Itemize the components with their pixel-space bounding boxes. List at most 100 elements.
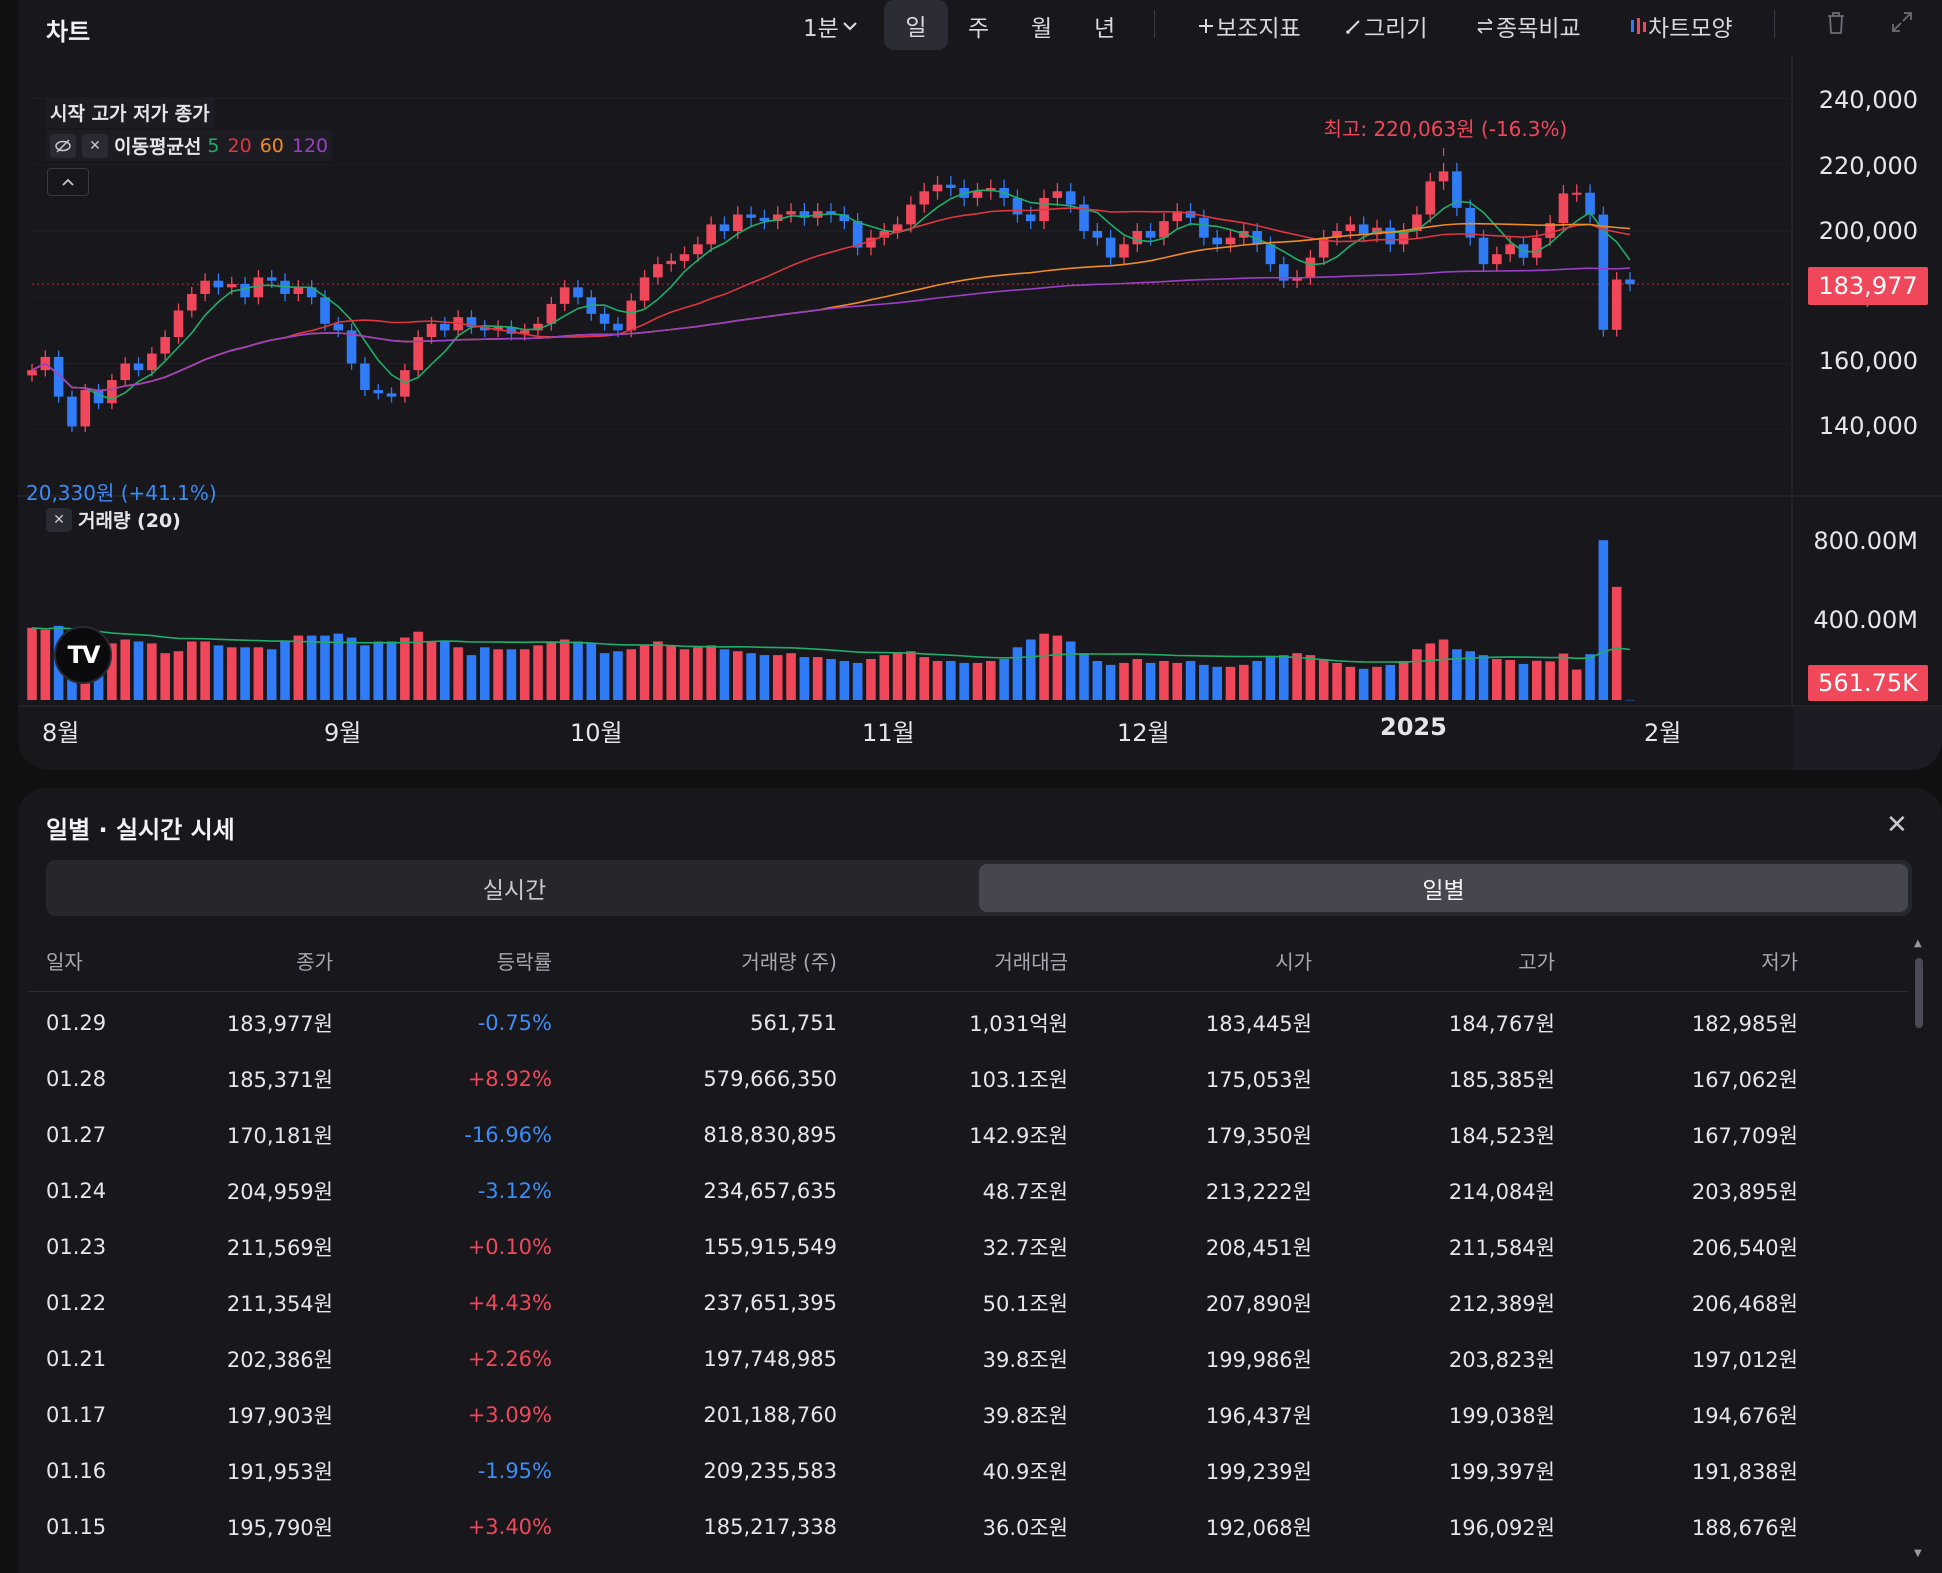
axis-corner	[1793, 707, 1942, 770]
ma-legend-label: 이동평균선	[114, 136, 202, 158]
tab-daily[interactable]: 일별	[979, 864, 1908, 912]
chart-shape-button[interactable]: 차트모양	[1628, 8, 1733, 44]
tradingview-logo[interactable]: TV	[54, 626, 112, 684]
period-month-button[interactable]: 월	[1031, 8, 1052, 44]
table-row[interactable]: 01.27 170,181원 -16.96% 818,830,895 142.9조원 17…	[28, 1107, 1908, 1163]
volume-bar	[1531, 660, 1542, 700]
trash-button[interactable]	[1824, 10, 1848, 36]
volume-bar	[1039, 633, 1049, 700]
volume-bar	[852, 662, 863, 700]
candle	[493, 327, 503, 331]
volume-bar	[40, 629, 51, 700]
ma-period-label: 20	[227, 134, 252, 157]
current-price-tag: 183,977	[1808, 267, 1928, 305]
period-label: 년	[1094, 16, 1116, 42]
cell-high: 199,397원	[1448, 1460, 1555, 1484]
cell-date: 01.15	[46, 1515, 107, 1539]
cell-volume: 209,235,583	[703, 1459, 837, 1483]
table-row[interactable]: 01.24 204,959원 -3.12% 234,657,635 48.7조원 213,…	[28, 1163, 1908, 1219]
volume-bar	[1305, 655, 1316, 700]
cell-amount: 32.7조원	[982, 1236, 1068, 1260]
candle	[1119, 244, 1129, 258]
cell-amount: 39.8조원	[982, 1404, 1068, 1428]
volume-bar	[812, 657, 823, 700]
candle	[1105, 237, 1116, 258]
cell-open: 175,053원	[1205, 1068, 1312, 1092]
close-icon[interactable]: ✕	[46, 507, 72, 532]
candle	[1305, 257, 1316, 278]
volume-bar	[107, 643, 117, 700]
eye-off-icon[interactable]	[50, 133, 76, 158]
table-row[interactable]: 01.21 202,386원 +2.26% 197,748,985 39.8조원 199,…	[28, 1331, 1908, 1387]
volume-bar	[626, 649, 637, 700]
period-week-button[interactable]: 주	[968, 8, 989, 44]
expand-icon	[1892, 12, 1912, 32]
price-chart[interactable]: 최고: 220,063원 (-16.3%) 20,330원 (+41.1%)	[18, 0, 1942, 770]
candle	[1558, 193, 1569, 224]
fullscreen-button[interactable]	[1890, 10, 1914, 34]
cell-change: +4.43%	[467, 1291, 552, 1315]
cell-date: 01.21	[46, 1347, 107, 1371]
interval-label: 1분	[803, 16, 839, 42]
x-tick-label: 2월	[1644, 719, 1682, 747]
candle	[1425, 181, 1436, 215]
scroll-down-icon[interactable]: ▼	[1914, 1548, 1922, 1559]
volume-bar	[1492, 659, 1502, 700]
tab-switch: 실시간 일별	[46, 860, 1912, 916]
period-day-button[interactable]: 일	[884, 0, 948, 50]
candle	[1571, 192, 1582, 195]
candle	[653, 264, 663, 278]
volume-legend-label: 거래량 (20)	[78, 510, 181, 532]
cell-high: 196,092원	[1448, 1516, 1555, 1540]
volume-bar	[599, 653, 610, 700]
volume-bar	[772, 655, 783, 700]
indicator-button[interactable]: 보조지표	[1196, 8, 1301, 44]
volume-bar	[919, 657, 930, 700]
candle	[1265, 244, 1276, 265]
candle	[746, 214, 756, 218]
cell-high: 184,523원	[1448, 1124, 1555, 1148]
table-row[interactable]: 01.23 211,569원 +0.10% 155,915,549 32.7조원 208,…	[28, 1219, 1908, 1275]
volume-legend: ✕ 거래량 (20)	[46, 506, 181, 533]
candle	[1132, 231, 1143, 245]
cell-low: 167,709원	[1691, 1124, 1798, 1148]
tab-realtime[interactable]: 실시간	[482, 878, 547, 904]
candle	[519, 330, 530, 334]
table-row[interactable]: 01.16 191,953원 -1.95% 209,235,583 40.9조원 199,…	[28, 1443, 1908, 1499]
volume-bar	[573, 641, 583, 700]
low-annotation: 20,330원 (+41.1%)	[26, 481, 217, 505]
compare-button[interactable]: 종목비교	[1474, 8, 1581, 44]
table-row[interactable]: 01.22 211,354원 +4.43% 237,651,395 50.1조원 207,…	[28, 1275, 1908, 1331]
candle	[1012, 197, 1023, 215]
candle	[333, 323, 344, 331]
draw-button[interactable]: 그리기	[1344, 8, 1427, 44]
ma-line	[31, 207, 1631, 392]
scrollbar-thumb[interactable]	[1915, 958, 1923, 1028]
panel-title: 일별 · 실시간 시세	[46, 816, 235, 844]
scrollbar[interactable]: ▲ ▼	[1912, 938, 1926, 1559]
table-row[interactable]: 01.15 195,790원 +3.40% 185,217,338 36.0조원 192,…	[28, 1499, 1908, 1555]
candle	[1172, 211, 1183, 222]
chevron-down-icon	[843, 22, 857, 31]
candle	[533, 323, 543, 331]
volume-bar	[1398, 660, 1409, 700]
cell-change: +3.40%	[467, 1515, 552, 1539]
table-row[interactable]: 01.29 183,977원 -0.75% 561,751 1,031억원 183,445…	[28, 995, 1908, 1051]
candle	[67, 396, 77, 427]
table-row[interactable]: 01.17 197,903원 +3.09% 201,188,760 39.8조원 196,…	[28, 1387, 1908, 1443]
x-tick-label: 9월	[324, 719, 362, 747]
chevron-up-icon	[62, 178, 74, 186]
period-year-button[interactable]: 년	[1094, 8, 1115, 44]
close-icon[interactable]: ✕	[1886, 810, 1908, 840]
volume-bar	[1225, 666, 1236, 700]
cell-change: +2.26%	[467, 1347, 552, 1371]
cell-date: 01.28	[46, 1067, 107, 1091]
volume-bar	[799, 657, 810, 700]
cell-close: 195,790원	[226, 1516, 333, 1540]
table-row[interactable]: 01.28 185,371원 +8.92% 579,666,350 103.1조원 175…	[28, 1051, 1908, 1107]
scroll-up-icon[interactable]: ▲	[1914, 938, 1922, 949]
candle	[1199, 217, 1209, 238]
collapse-legend-button[interactable]	[47, 168, 89, 196]
close-icon[interactable]: ✕	[82, 133, 108, 158]
interval-dropdown[interactable]: 1분	[803, 8, 861, 44]
